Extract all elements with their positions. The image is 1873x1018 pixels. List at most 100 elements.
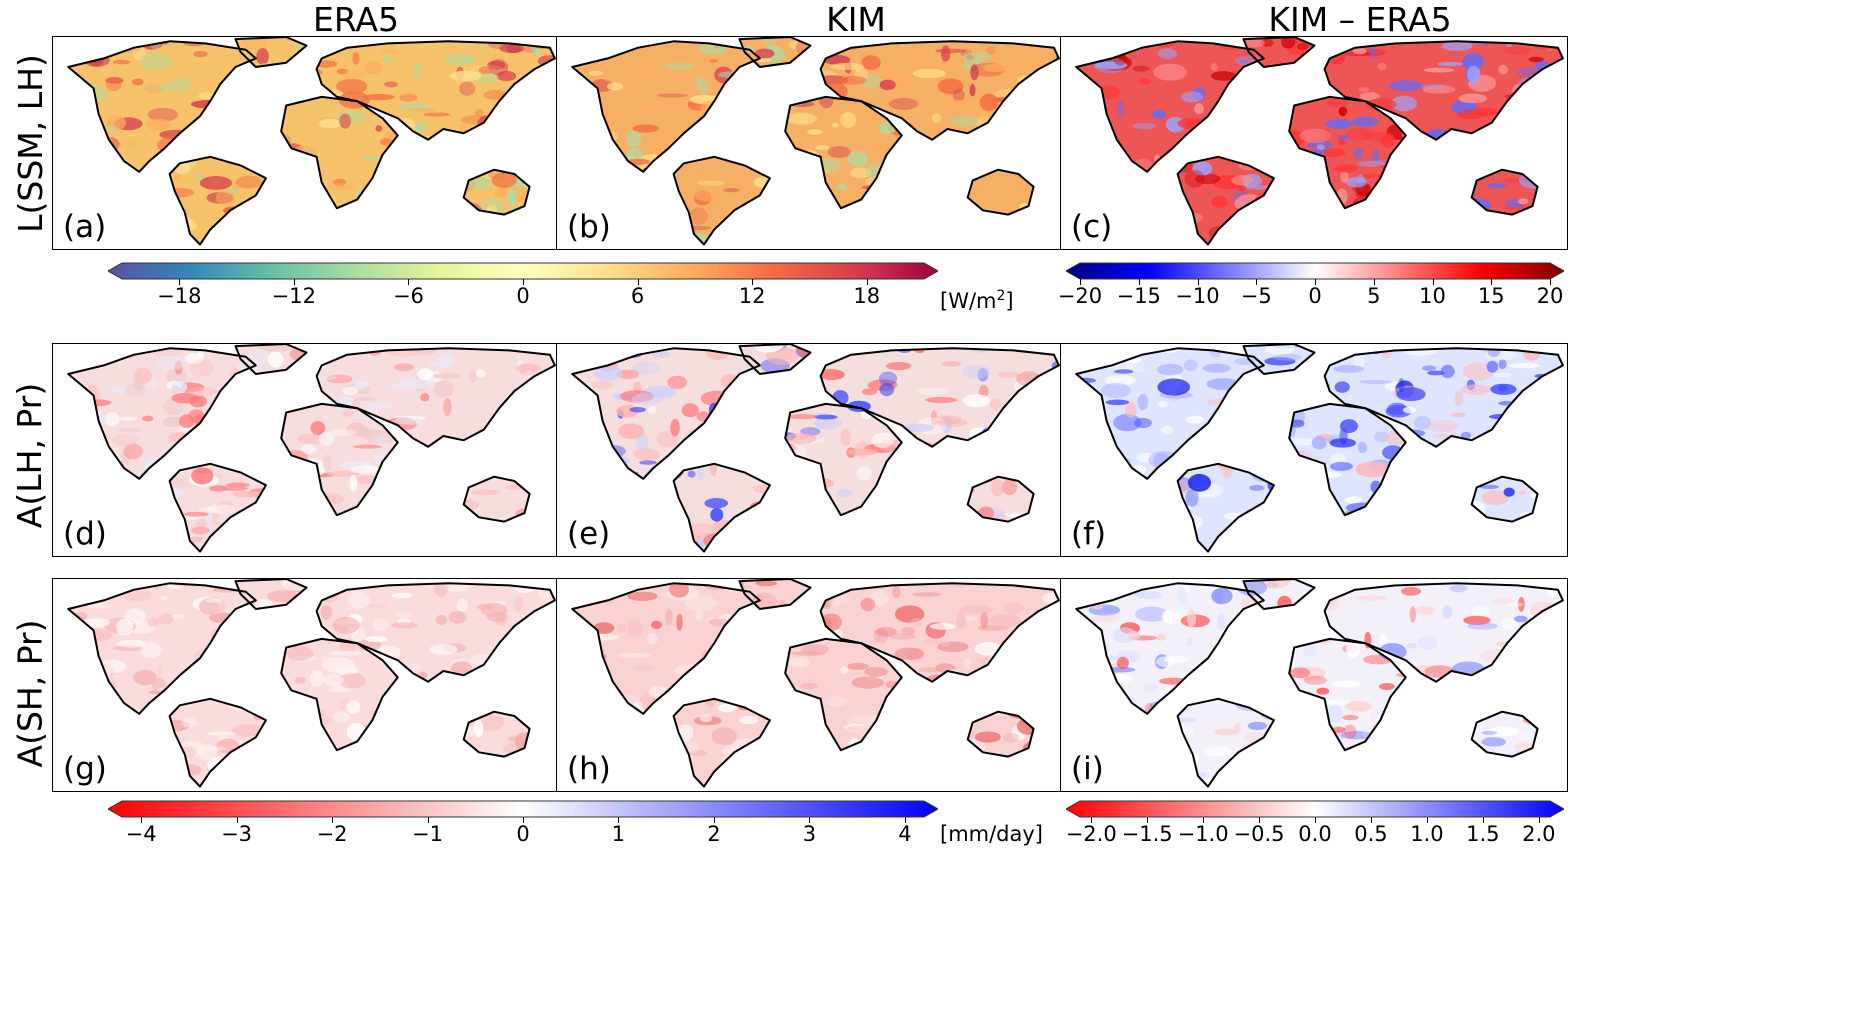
colorbar-tick-label: 15 xyxy=(1477,284,1505,308)
field-blob xyxy=(427,360,449,367)
field-blob xyxy=(290,218,303,225)
field-blob xyxy=(529,771,555,780)
colorbar-tick-mark xyxy=(332,817,334,823)
field-blob xyxy=(1334,381,1350,393)
field-blob xyxy=(410,493,443,508)
field-blob xyxy=(112,433,139,447)
field-blob xyxy=(486,228,502,242)
field-blob xyxy=(542,497,555,505)
field-blob xyxy=(1441,41,1473,51)
field-blob xyxy=(1355,461,1389,478)
field-blob xyxy=(1125,401,1137,418)
field-blob xyxy=(1134,198,1146,204)
field-blob xyxy=(1357,441,1367,454)
field-blob xyxy=(486,60,506,70)
field-blob xyxy=(361,771,384,786)
field-blob xyxy=(471,489,501,496)
colorbar-tick-label: −1 xyxy=(412,822,443,846)
colorbar-tick-label: −10 xyxy=(1175,284,1220,308)
field-blob xyxy=(339,113,351,129)
field-blob xyxy=(910,617,922,628)
field-blob xyxy=(625,167,636,177)
field-blob xyxy=(390,537,406,551)
column-title-diff: KIM – ERA5 xyxy=(1268,0,1452,39)
field-blob xyxy=(1137,718,1156,724)
field-blob xyxy=(395,416,424,425)
field-blob xyxy=(950,225,983,235)
field-blob xyxy=(772,462,793,474)
field-blob xyxy=(631,393,664,405)
field-blob xyxy=(1338,106,1348,117)
colorbar-tick-mark xyxy=(236,817,238,823)
field-blob xyxy=(1175,242,1201,245)
field-blob xyxy=(53,135,60,149)
field-blob xyxy=(114,766,147,782)
field-blob xyxy=(1469,757,1501,767)
field-blob xyxy=(1289,419,1305,428)
field-blob xyxy=(428,756,447,766)
field-blob xyxy=(1104,673,1134,683)
field-blob xyxy=(792,202,821,221)
field-blob xyxy=(394,612,412,618)
field-blob xyxy=(478,66,493,75)
field-blob xyxy=(247,457,256,467)
coastline-greenland xyxy=(738,344,812,375)
field-blob xyxy=(1313,80,1321,91)
field-blob xyxy=(902,461,925,467)
field-blob xyxy=(772,387,783,402)
coastline-africa xyxy=(280,95,399,210)
field-blob xyxy=(1041,428,1049,437)
field-blob xyxy=(342,756,363,769)
field-blob xyxy=(181,717,197,728)
field-blob xyxy=(646,201,675,208)
colorbar-tick-label: 6 xyxy=(630,284,645,308)
field-blob xyxy=(1413,492,1420,500)
field-blob xyxy=(572,453,586,459)
field-blob xyxy=(1517,198,1529,205)
field-blob xyxy=(1184,787,1214,792)
field-blob xyxy=(840,429,852,446)
field-blob xyxy=(838,215,873,221)
field-blob xyxy=(229,367,241,385)
field-blob xyxy=(1252,466,1272,473)
field-blob xyxy=(1508,363,1540,369)
field-blob xyxy=(780,391,799,397)
map-svg-e xyxy=(571,344,1060,553)
field-blob xyxy=(849,167,872,179)
coastline-south-america xyxy=(672,155,771,246)
field-blob xyxy=(1015,758,1024,766)
field-blob xyxy=(68,483,82,490)
field-blob xyxy=(1332,539,1346,550)
field-blob xyxy=(757,57,771,63)
field-blob xyxy=(1537,668,1561,678)
field-blob xyxy=(1478,669,1498,686)
field-blob xyxy=(932,112,942,124)
field-blob xyxy=(414,452,426,465)
field-blob xyxy=(494,150,511,163)
field-blob xyxy=(844,344,873,353)
field-blob xyxy=(1557,449,1563,462)
field-blob xyxy=(1386,760,1410,772)
field-blob xyxy=(1085,646,1101,664)
field-blob xyxy=(435,614,448,626)
field-blob xyxy=(627,591,658,601)
field-blob xyxy=(173,174,182,181)
field-blob xyxy=(1303,714,1328,726)
field-blob xyxy=(588,37,611,46)
field-blob xyxy=(144,83,163,94)
field-blob xyxy=(1486,360,1499,373)
field-blob xyxy=(1420,214,1443,229)
field-blob xyxy=(861,388,877,396)
panel-label: (f) xyxy=(1071,516,1107,552)
field-blob xyxy=(1372,149,1380,162)
field-blob xyxy=(391,592,413,599)
colorbar-tick-mark xyxy=(1315,279,1316,285)
field-blob xyxy=(409,139,434,153)
field-blob xyxy=(979,547,988,552)
colorbar-tick-mark xyxy=(1091,817,1093,823)
field-blob xyxy=(350,234,378,245)
field-blob xyxy=(320,605,333,620)
field-blob xyxy=(97,166,125,172)
field-blob xyxy=(1538,244,1563,245)
field-blob xyxy=(899,178,910,190)
